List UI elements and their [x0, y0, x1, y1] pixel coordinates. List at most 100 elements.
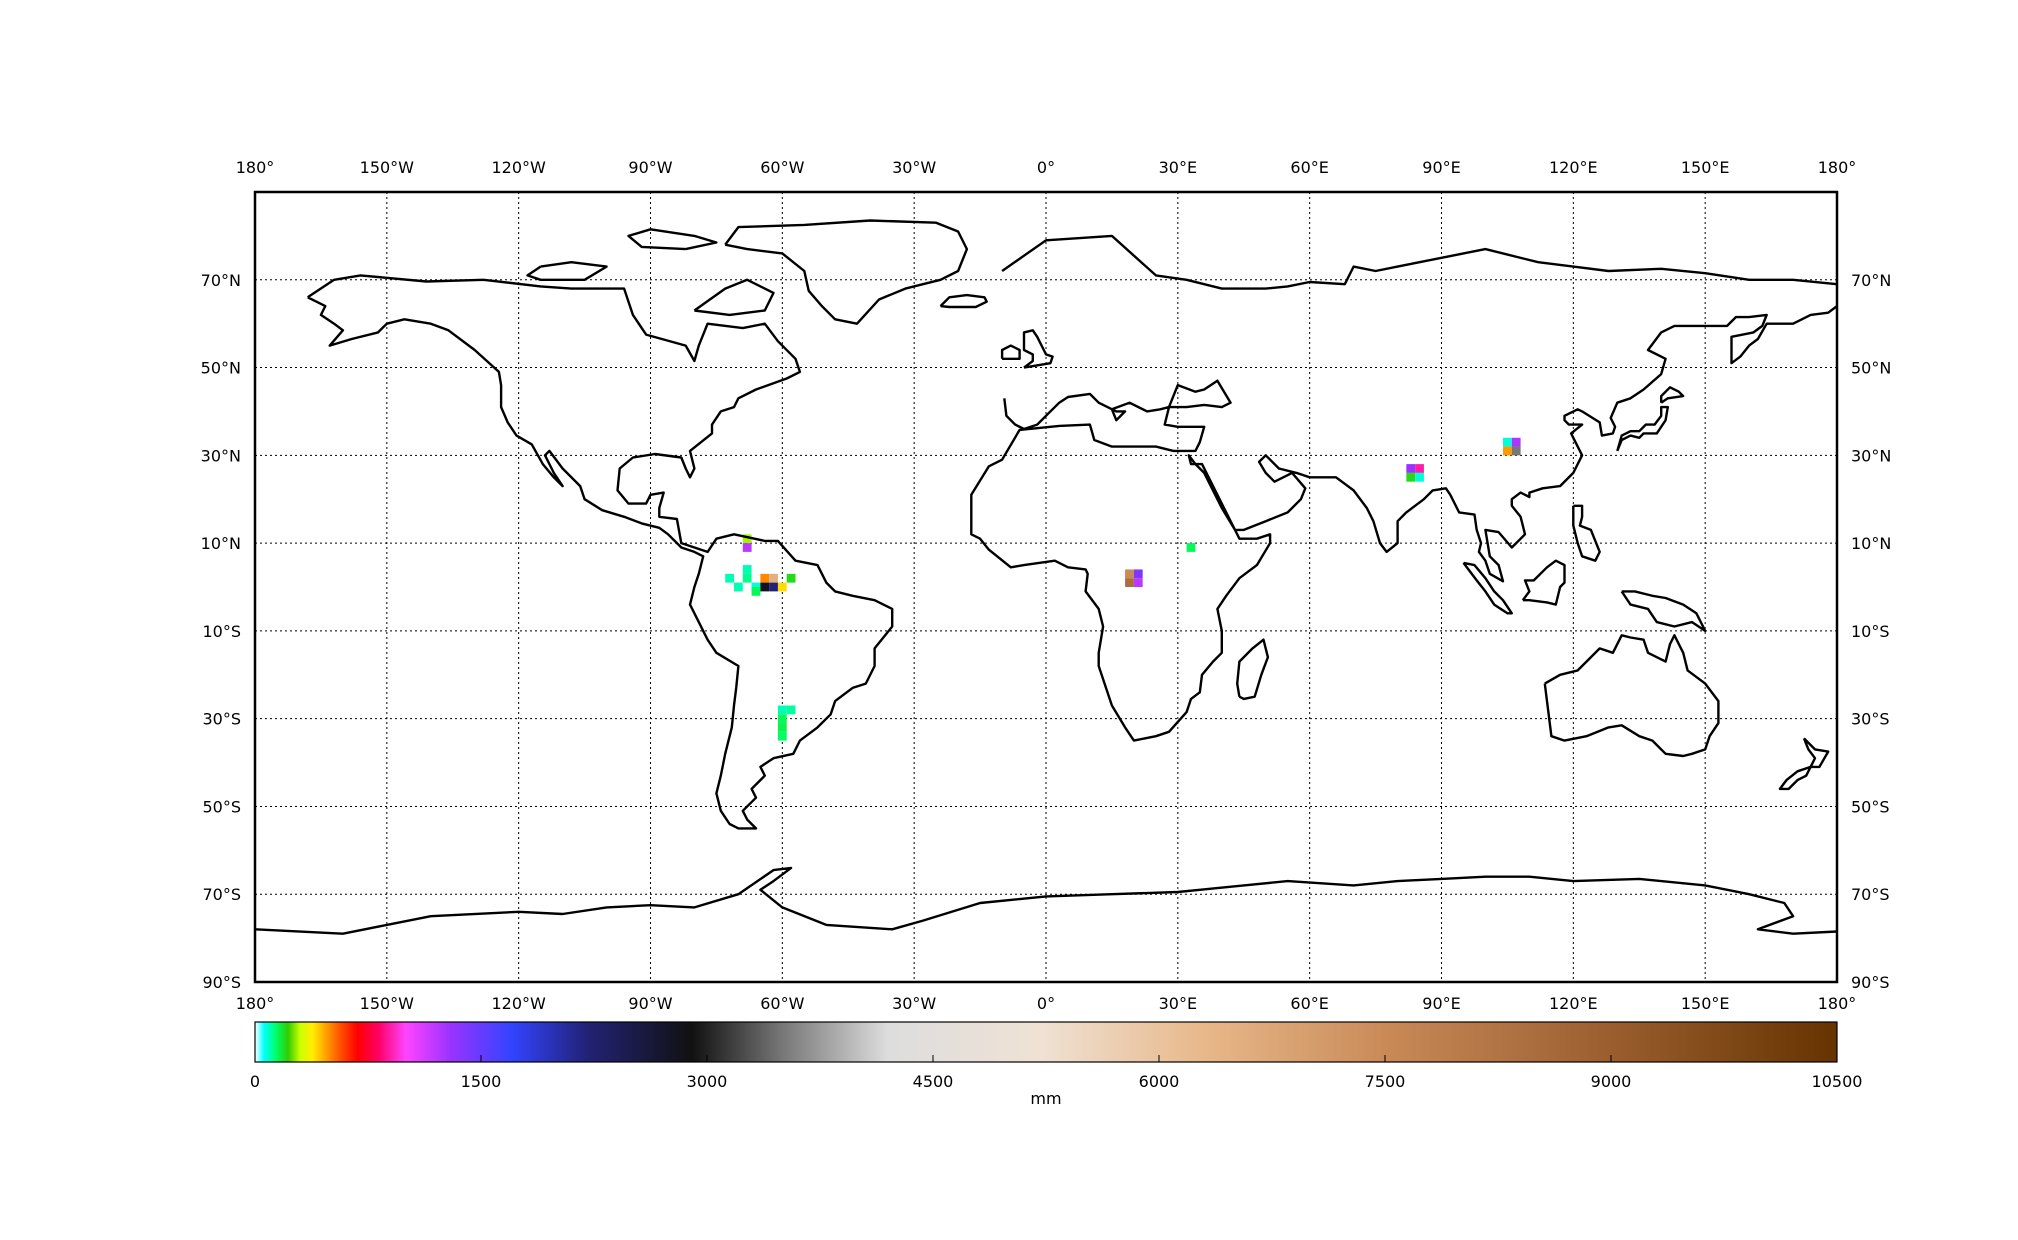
precip-cell	[733, 582, 743, 592]
coastline	[970, 305, 1837, 742]
lon-tick-label-top: 30°W	[892, 158, 936, 177]
lon-tick-label-bottom: 150°W	[360, 994, 415, 1013]
lat-tick-label-left: 50°S	[202, 797, 241, 816]
coastline	[1000, 344, 1021, 360]
lon-tick-label-top: 90°W	[628, 158, 672, 177]
coastline	[1022, 329, 1054, 369]
lat-tick-label-right: 90°S	[1851, 973, 1890, 992]
lon-tick-label-bottom: 0°	[1037, 994, 1055, 1013]
lon-tick-label-top: 90°E	[1422, 158, 1460, 177]
coastline	[1620, 590, 1707, 633]
colorbar-tick-label: 3000	[687, 1072, 728, 1091]
lat-tick-label-right: 50°N	[1851, 359, 1891, 378]
coastline	[1572, 504, 1601, 562]
coastline	[526, 261, 608, 281]
colorbar-tick-label: 6000	[1139, 1072, 1180, 1091]
precip-cell	[1415, 464, 1424, 473]
coastline	[939, 293, 988, 309]
precipitation-cells	[725, 437, 1521, 741]
colorbar-gradient	[254, 1021, 1838, 1063]
lat-tick-label-left: 90°S	[202, 973, 241, 992]
coastline	[724, 219, 969, 325]
precip-cell	[786, 573, 796, 583]
lon-tick-label-top: 150°W	[360, 158, 415, 177]
precip-cell	[1511, 446, 1521, 456]
lat-tick-label-right: 70°N	[1851, 271, 1891, 290]
lon-tick-label-top: 180°	[236, 158, 275, 177]
lon-tick-label-top: 120°E	[1549, 158, 1598, 177]
coastline	[1660, 386, 1685, 404]
coastline	[255, 866, 1837, 935]
precip-cell	[777, 714, 787, 724]
precip-cell	[1406, 464, 1416, 473]
precip-cell	[751, 587, 761, 596]
lat-tick-label-left: 10°N	[201, 534, 241, 553]
lon-tick-label-top: 60°W	[760, 158, 804, 177]
precip-cell	[1133, 578, 1143, 587]
lon-tick-label-bottom: 150°E	[1681, 994, 1730, 1013]
coastline	[1616, 405, 1669, 452]
precip-cell	[769, 573, 778, 583]
lon-tick-label-bottom: 60°E	[1290, 994, 1328, 1013]
coastline	[1802, 737, 1830, 769]
coastlines	[255, 219, 1837, 935]
coastline	[627, 228, 718, 251]
lon-tick-label-bottom: 120°W	[491, 994, 546, 1013]
lon-tick-label-bottom: 30°E	[1159, 994, 1197, 1013]
lon-tick-label-top: 180°	[1818, 158, 1857, 177]
lon-tick-label-top: 60°E	[1290, 158, 1328, 177]
precip-cell	[742, 543, 752, 552]
colorbar-tick-label: 0	[250, 1072, 260, 1091]
lon-tick-label-bottom: 90°W	[628, 994, 672, 1013]
lon-tick-label-bottom: 60°W	[760, 994, 804, 1013]
lat-tick-label-right: 50°S	[1851, 797, 1890, 816]
map-frame	[253, 190, 1839, 984]
precip-cell	[777, 723, 787, 732]
precip-cell	[1503, 446, 1512, 456]
precip-cell	[786, 705, 796, 715]
axis-tick-labels: 180° 180° 150°W 150°W 120°W 120°W 90°W 90°W 60°W…	[201, 158, 1892, 1013]
lon-tick-label-top: 0°	[1037, 158, 1055, 177]
coastline	[1236, 638, 1270, 701]
lat-tick-label-left: 30°N	[201, 446, 241, 465]
coastline	[1543, 634, 1720, 758]
precip-cell	[742, 565, 752, 574]
precip-cell	[760, 582, 770, 592]
lat-tick-label-right: 30°N	[1851, 446, 1891, 465]
precip-cell	[1511, 437, 1521, 447]
coastline	[1462, 561, 1513, 615]
lat-tick-label-left: 30°S	[202, 710, 241, 729]
precip-cell	[1125, 578, 1134, 587]
precip-cell	[742, 573, 752, 583]
precip-cell	[725, 573, 734, 583]
lat-tick-label-right: 10°N	[1851, 534, 1891, 553]
lon-tick-label-bottom: 30°W	[892, 994, 936, 1013]
lat-tick-label-right: 70°S	[1851, 885, 1890, 904]
precip-cell	[1186, 543, 1196, 552]
coastline	[1167, 379, 1232, 409]
precip-cell	[1133, 569, 1143, 579]
coastline	[1521, 559, 1566, 606]
precip-cell	[777, 582, 787, 592]
lat-tick-label-left: 70°S	[202, 885, 241, 904]
lon-tick-label-top: 150°E	[1681, 158, 1730, 177]
coastline	[1001, 234, 1837, 290]
lat-tick-label-right: 10°S	[1851, 622, 1890, 641]
coastline	[1778, 765, 1812, 791]
lat-tick-label-right: 30°S	[1851, 710, 1890, 729]
precip-cell	[760, 573, 770, 583]
lon-tick-label-bottom: 120°E	[1549, 994, 1598, 1013]
colorbar-tick-label: 1500	[461, 1072, 502, 1091]
lat-tick-label-left: 10°S	[202, 622, 241, 641]
lat-tick-label-left: 50°N	[201, 359, 241, 378]
lon-tick-label-bottom: 180°	[236, 994, 275, 1013]
colorbar-ticks: 0 1500 3000 4500 6000 7500 9000 10500	[250, 1055, 1862, 1091]
precip-cell	[742, 534, 752, 544]
coastline	[693, 278, 775, 317]
lon-tick-label-bottom: 90°E	[1422, 994, 1460, 1013]
lon-tick-label-top: 120°W	[491, 158, 546, 177]
colorbar-tick-label: 7500	[1365, 1072, 1406, 1091]
lon-tick-label-top: 30°E	[1159, 158, 1197, 177]
colorbar-label: mm	[1030, 1089, 1061, 1108]
